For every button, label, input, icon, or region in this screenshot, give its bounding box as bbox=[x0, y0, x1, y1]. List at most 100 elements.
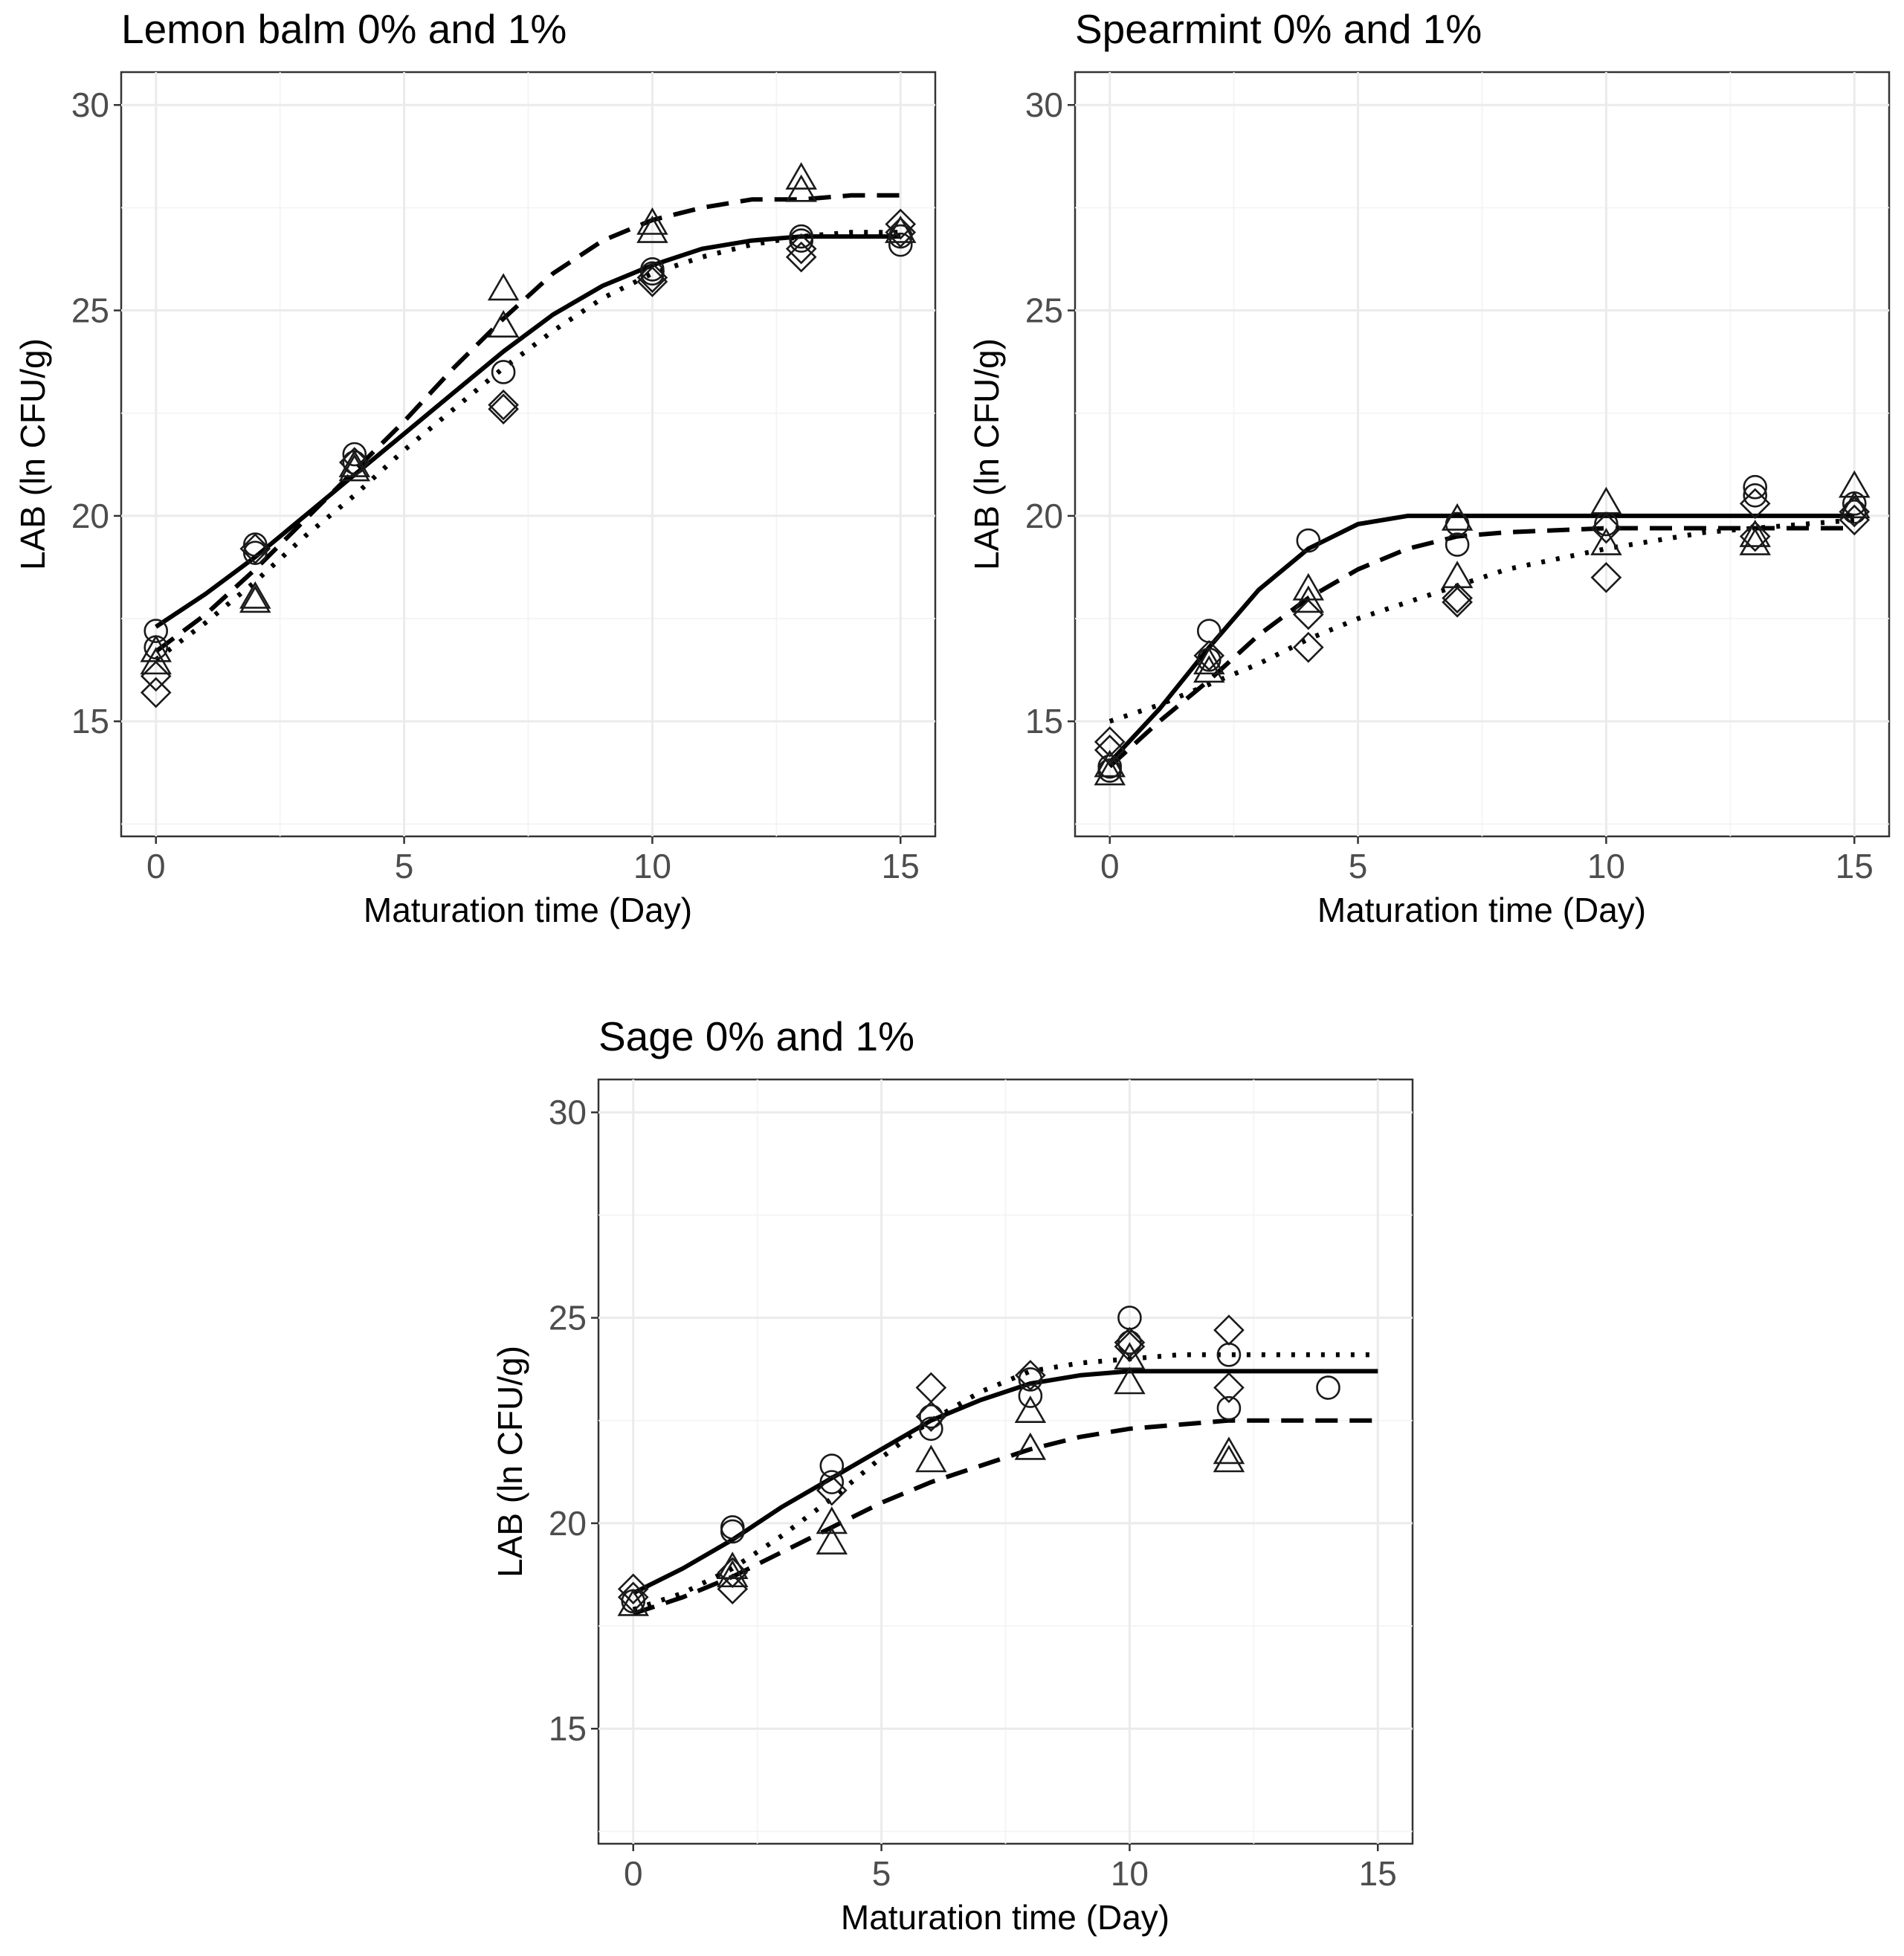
data-point-circle bbox=[491, 360, 516, 384]
data-point-diamond bbox=[1590, 561, 1622, 593]
data-point-diamond bbox=[915, 1401, 947, 1433]
chart-panel-lemon-balm: Lemon balm 0% and 1% 0 5 10 15 15 20 25 … bbox=[13, 6, 937, 929]
data-point-circle bbox=[1216, 1395, 1242, 1421]
y-tick-label: 30 bbox=[549, 1093, 587, 1132]
chart-title: Lemon balm 0% and 1% bbox=[121, 6, 567, 52]
data-point-diamond bbox=[717, 1557, 749, 1589]
fit-line-dashed bbox=[1108, 526, 1855, 769]
x-tick-label: 5 bbox=[1349, 847, 1368, 885]
data-point-triangle bbox=[1014, 1432, 1047, 1460]
data-point-diamond bbox=[239, 533, 271, 564]
data-point-circle bbox=[919, 1404, 943, 1429]
data-point-diamond bbox=[1094, 735, 1126, 766]
data-point-triangle bbox=[636, 207, 668, 235]
x-tick-label: 5 bbox=[872, 1854, 891, 1893]
data-point-triangle bbox=[785, 162, 817, 190]
data-point-diamond bbox=[885, 216, 917, 248]
data-point-triangle bbox=[239, 581, 271, 609]
chart-panel-sage: Sage 0% and 1% 0 5 10 15 15 20 25 30 Mat… bbox=[491, 1013, 1414, 1937]
data-point-diamond bbox=[140, 660, 172, 692]
data-point-triangle bbox=[1094, 758, 1126, 786]
data-point-diamond bbox=[1094, 726, 1126, 758]
y-tick-label: 25 bbox=[71, 291, 109, 330]
y-tick-label: 20 bbox=[1025, 497, 1063, 535]
x-tick-label: 5 bbox=[395, 847, 414, 885]
data-point-circle bbox=[1743, 482, 1768, 508]
data-point-triangle bbox=[1193, 647, 1225, 675]
data-point-triangle bbox=[140, 647, 172, 675]
data-point-diamond bbox=[1114, 1326, 1146, 1358]
data-point-triangle bbox=[338, 454, 371, 482]
x-axis-label: Maturation time (Day) bbox=[1317, 891, 1646, 929]
data-point-diamond bbox=[488, 393, 519, 425]
data-point-diamond bbox=[1015, 1360, 1046, 1391]
y-axis-label: LAB (ln CFU/g) bbox=[13, 338, 52, 570]
axis-ticks bbox=[1068, 103, 1856, 844]
y-tick-label: 15 bbox=[71, 702, 109, 740]
data-point-diamond bbox=[1193, 639, 1225, 671]
data-point-diamond bbox=[1442, 587, 1473, 618]
y-tick-label: 25 bbox=[549, 1299, 587, 1337]
chart-title: Spearmint 0% and 1% bbox=[1075, 6, 1482, 52]
data-point-triangle bbox=[617, 1588, 649, 1616]
x-tick-label: 15 bbox=[1836, 847, 1874, 885]
data-point-circle bbox=[919, 1416, 943, 1442]
data-point-circle bbox=[720, 1519, 745, 1544]
data-point-diamond bbox=[140, 677, 172, 709]
data-point-diamond bbox=[1213, 1372, 1245, 1404]
y-axis-label: LAB (ln CFU/g) bbox=[491, 1346, 529, 1578]
fit-line-dashed bbox=[154, 193, 901, 653]
data-point-triangle bbox=[239, 585, 271, 613]
data-point-triangle bbox=[1193, 655, 1225, 683]
data-point-diamond bbox=[636, 266, 668, 297]
data-point-diamond bbox=[1442, 582, 1473, 614]
x-tick-label: 10 bbox=[633, 847, 671, 885]
data-point-circle bbox=[1743, 474, 1768, 500]
fit-line-solid bbox=[1108, 513, 1855, 764]
data-point-triangle bbox=[1739, 527, 1771, 555]
x-tick-label: 0 bbox=[1100, 847, 1120, 885]
fit-lines bbox=[632, 1352, 1378, 1616]
fit-line-dashed bbox=[632, 1418, 1378, 1616]
data-point-triangle bbox=[636, 215, 668, 243]
data-point-diamond bbox=[816, 1474, 848, 1506]
data-point-circle bbox=[819, 1470, 845, 1494]
data-point-circle bbox=[1018, 1384, 1043, 1408]
data-point-circle bbox=[342, 442, 367, 467]
data-point-triangle bbox=[1213, 1445, 1245, 1473]
data-point-triangle bbox=[1590, 527, 1622, 555]
fit-line-solid bbox=[632, 1369, 1378, 1595]
fit-lines bbox=[154, 193, 901, 662]
chart-title: Sage 0% and 1% bbox=[598, 1013, 914, 1059]
data-point-diamond bbox=[1739, 520, 1771, 552]
data-points bbox=[617, 1305, 1340, 1616]
data-point-circle bbox=[143, 619, 169, 643]
data-point-triangle bbox=[915, 1445, 947, 1473]
data-points bbox=[140, 162, 917, 709]
y-tick-label: 20 bbox=[71, 497, 109, 535]
data-point-diamond bbox=[488, 389, 519, 421]
data-point-triangle bbox=[816, 1526, 848, 1555]
data-point-diamond bbox=[338, 447, 370, 478]
x-tick-label: 15 bbox=[1359, 1854, 1397, 1893]
data-point-diamond bbox=[717, 1573, 749, 1605]
y-axis-label: LAB (ln CFU/g) bbox=[967, 338, 1006, 570]
data-point-triangle bbox=[1114, 1366, 1146, 1395]
fit-line-dotted bbox=[632, 1352, 1378, 1613]
data-point-diamond bbox=[1292, 631, 1324, 663]
x-axis-label: Maturation time (Day) bbox=[364, 891, 692, 929]
data-point-circle bbox=[1296, 528, 1321, 553]
y-tick-label: 30 bbox=[71, 85, 109, 124]
data-point-triangle bbox=[1014, 1395, 1047, 1423]
data-point-circle bbox=[1445, 532, 1470, 557]
data-point-circle bbox=[789, 228, 814, 253]
data-point-diamond bbox=[1114, 1331, 1146, 1363]
data-point-diamond bbox=[617, 1581, 649, 1613]
data-point-diamond bbox=[785, 241, 817, 273]
x-axis-label: Maturation time (Day) bbox=[841, 1898, 1169, 1937]
data-point-triangle bbox=[1094, 749, 1126, 778]
x-tick-label: 0 bbox=[624, 1854, 643, 1893]
data-point-diamond bbox=[1213, 1314, 1245, 1346]
data-point-diamond bbox=[1839, 496, 1871, 528]
y-tick-label: 15 bbox=[1025, 702, 1063, 740]
